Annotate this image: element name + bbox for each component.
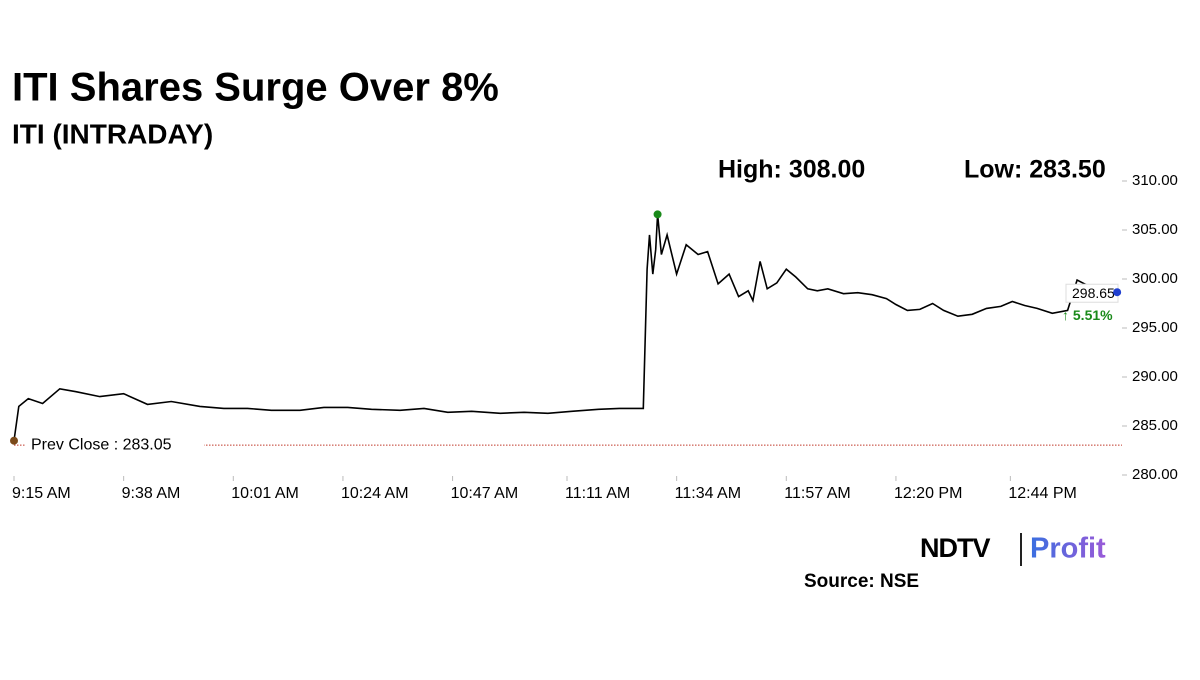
y-tick-label: 295.00 — [1132, 319, 1178, 336]
y-tick-label: 280.00 — [1132, 466, 1178, 483]
logo-ndtv: NDTV — [920, 533, 990, 563]
y-tick-label: 305.00 — [1132, 221, 1178, 238]
x-tick-label: 9:15 AM — [12, 485, 71, 502]
logo-profit: Profit — [1030, 533, 1106, 565]
low-label: Low: 283.50 — [964, 156, 1106, 184]
x-tick-label: 10:24 AM — [341, 485, 409, 502]
high-label: High: 308.00 — [718, 156, 865, 184]
x-tick-label: 10:01 AM — [231, 485, 299, 502]
start-dot — [10, 436, 18, 445]
y-tick-label: 310.00 — [1132, 172, 1178, 189]
y-tick-label: 290.00 — [1132, 368, 1178, 385]
last-price-label: 298.65 — [1072, 285, 1115, 301]
change-label: ↑ 5.51% — [1062, 307, 1113, 323]
x-tick-label: 10:47 AM — [451, 485, 519, 502]
x-tick-label: 11:57 AM — [784, 485, 850, 502]
chart-subtitle: ITI (INTRADAY) — [12, 118, 213, 149]
x-tick-label: 9:38 AM — [122, 485, 181, 502]
source: Source: NSE — [804, 571, 919, 592]
y-tick-label: 300.00 — [1132, 270, 1178, 287]
high-dot — [653, 210, 662, 219]
x-tick-label: 11:34 AM — [675, 485, 741, 502]
chart-title: ITI Shares Surge Over 8% — [12, 66, 499, 110]
x-tick-label: 12:20 PM — [894, 485, 962, 502]
prev-close-label: Prev Close : 283.05 — [31, 436, 172, 453]
x-tick-label: 11:11 AM — [565, 485, 630, 502]
end-dot — [1113, 288, 1122, 297]
x-tick-label: 12:44 PM — [1008, 485, 1076, 502]
prev-close-bg — [26, 432, 204, 453]
y-tick-label: 285.00 — [1132, 417, 1178, 434]
plot: 280.00 285.00 290.00 295.00 300.00 305.00 310.… — [10, 172, 1178, 502]
price-line — [13, 214, 1118, 441]
